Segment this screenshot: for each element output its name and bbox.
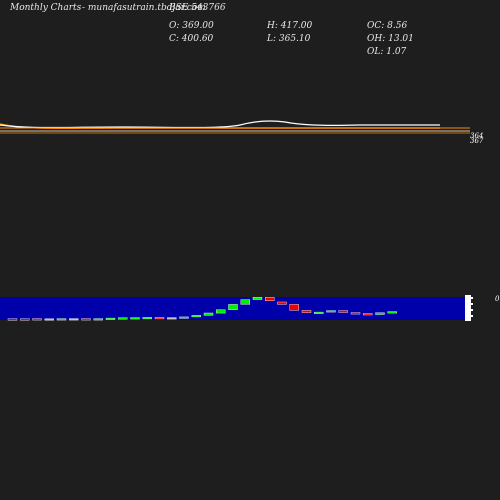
candle [277,301,287,305]
candle [314,311,324,314]
candle [105,317,116,320]
candle [363,313,373,316]
ma-white-line [0,120,440,129]
candle [191,315,202,318]
candle [228,304,238,310]
volume-axis-ticks [465,295,473,321]
candle [32,318,42,321]
candle [7,318,18,321]
open-value: O: 369.00 [169,21,214,31]
site-name: - munafasutrain.tbdjar.com [82,3,206,13]
candle [252,297,263,300]
oh-value: OH: 13.01 [367,34,414,44]
candle [203,312,214,316]
candle [93,318,104,321]
candle [179,316,189,319]
candle [375,312,385,315]
high-value: H: 417.00 [267,21,313,31]
candle [20,318,30,321]
candle [289,304,299,311]
oc-value: OC: 8.56 [367,21,408,31]
candle [142,317,153,320]
candle [154,317,165,320]
candle [265,297,275,302]
close-value: C: 400.60 [169,34,214,44]
volume-axis-label: 0 [495,295,500,303]
candle [338,310,348,313]
candles-group [7,297,397,321]
candle [44,318,54,321]
candle [56,318,67,321]
candle [387,311,397,314]
price-axis-label-bottom: 367 [470,137,484,145]
candle [301,310,312,313]
chart-title: Monthly Charts [10,3,82,13]
candle [216,309,226,314]
candle [130,317,140,320]
candle [167,317,177,320]
candle [350,312,361,315]
low-value: L: 365.10 [267,34,311,44]
candle [118,317,128,320]
candle [326,310,336,313]
candle [69,318,79,321]
price-axis-label-top: 364 [470,132,483,140]
candle [81,318,91,321]
symbol-label: BSE 543766 [169,3,226,13]
ol-value: OL: 1.07 [367,47,407,57]
candle [240,299,251,305]
